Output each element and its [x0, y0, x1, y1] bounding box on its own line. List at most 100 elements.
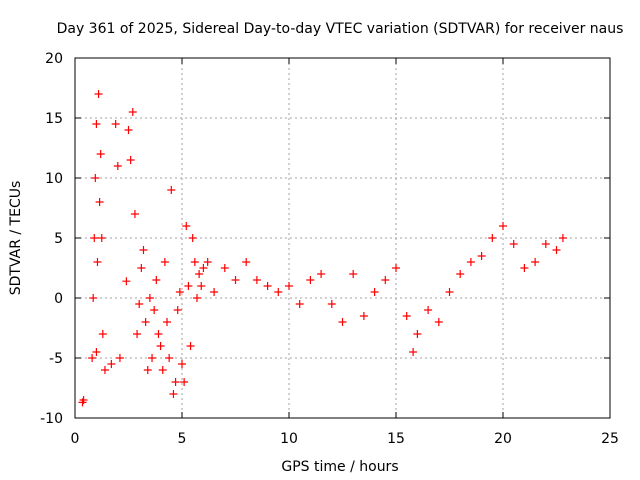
data-point: [148, 354, 157, 362]
data-point: [88, 354, 97, 362]
data-point: [92, 120, 101, 128]
data-point: [445, 288, 454, 296]
data-point: [100, 366, 109, 374]
data-point: [197, 282, 206, 290]
data-point: [456, 270, 465, 278]
data-point: [139, 246, 148, 254]
data-point: [152, 276, 161, 284]
data-point: [163, 318, 172, 326]
data-point: [392, 264, 400, 272]
data-point: [402, 312, 411, 320]
data-point: [195, 270, 204, 278]
data-point: [306, 276, 315, 284]
data-point: [141, 318, 150, 326]
data-point: [541, 240, 550, 248]
data-point: [466, 258, 475, 266]
data-point: [424, 306, 433, 314]
data-point: [122, 277, 131, 286]
data-point: [107, 360, 116, 368]
y-tick-label: -10: [40, 411, 63, 427]
data-point: [128, 108, 137, 116]
data-point: [135, 300, 144, 308]
y-tick-label: 5: [54, 231, 63, 247]
data-point: [317, 270, 326, 278]
data-point: [188, 234, 197, 242]
x-tick-label: 20: [494, 431, 512, 447]
chart-title: Day 361 of 2025, Sidereal Day-to-day VTE…: [57, 21, 624, 37]
data-point: [192, 294, 201, 302]
data-point: [381, 276, 390, 284]
data-point: [126, 156, 135, 164]
data-point: [94, 90, 103, 98]
y-tick-label: -5: [49, 351, 63, 367]
y-tick-label: 0: [54, 291, 63, 307]
data-point: [98, 330, 107, 338]
data-point: [509, 240, 518, 248]
x-axis-label: GPS time / hours: [281, 459, 398, 475]
data-point: [199, 264, 208, 272]
data-point: [111, 120, 120, 128]
data-point: [434, 318, 443, 326]
data-point: [210, 288, 219, 296]
grid: [75, 58, 610, 418]
y-tick-label: 20: [45, 51, 63, 67]
data-point: [186, 342, 195, 350]
data-point: [338, 318, 347, 326]
y-tick-label: 15: [45, 111, 63, 127]
data-point: [263, 282, 272, 290]
data-point: [242, 258, 251, 266]
data-point: [93, 258, 102, 266]
data-point: [158, 366, 167, 374]
data-point: [173, 306, 182, 314]
data-point: [165, 354, 174, 362]
data-point: [349, 270, 358, 278]
data-point: [113, 162, 122, 170]
data-point: [274, 288, 283, 296]
data-point: [143, 366, 152, 374]
data-point: [178, 360, 186, 368]
data-point: [184, 282, 193, 290]
data-point: [295, 300, 304, 308]
data-point: [413, 330, 422, 338]
data-point: [190, 258, 199, 266]
data-point: [97, 234, 106, 242]
data-point: [203, 258, 212, 266]
data-point: [180, 378, 189, 386]
data-point: [160, 258, 169, 266]
data-point: [90, 234, 99, 242]
data-point: [154, 330, 163, 338]
data-point: [558, 234, 567, 242]
data-point: [531, 258, 540, 266]
data-point: [285, 282, 293, 290]
data-point: [175, 288, 184, 296]
data-point: [488, 234, 497, 242]
data-point: [409, 348, 418, 356]
data-point: [167, 186, 176, 194]
data-point: [130, 210, 139, 218]
data-point: [150, 306, 159, 314]
data-point: [182, 222, 191, 230]
data-point: [327, 300, 336, 308]
x-tick-label: 0: [71, 431, 80, 447]
data-point: [552, 246, 561, 254]
data-point: [96, 150, 105, 158]
data-point: [359, 312, 368, 320]
data-point: [169, 390, 178, 398]
data-point: [252, 276, 261, 284]
x-tick-label: 10: [280, 431, 298, 447]
y-tick-label: 10: [45, 171, 63, 187]
x-tick-label: 15: [387, 431, 405, 447]
data-point: [370, 288, 379, 296]
data-points: [78, 90, 567, 407]
data-point: [124, 126, 133, 134]
x-tick-label: 25: [601, 431, 619, 447]
data-point: [91, 174, 100, 182]
data-point: [79, 396, 88, 404]
data-point: [89, 294, 98, 302]
data-point: [133, 330, 142, 338]
axes: 0 5 10 15 20 25 -10 -5 0 5 10 15 20: [40, 51, 619, 447]
data-point: [231, 276, 240, 284]
data-point: [477, 252, 486, 260]
x-tick-label: 5: [178, 431, 187, 447]
